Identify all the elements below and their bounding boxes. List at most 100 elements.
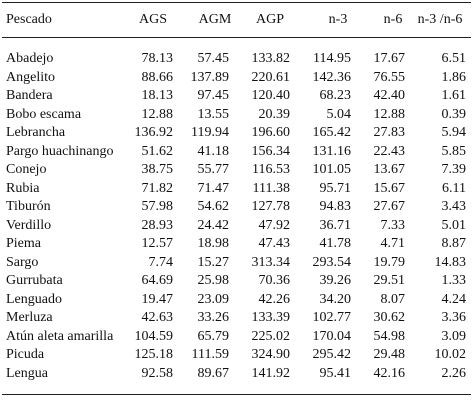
value-cell: 14.83: [434, 254, 467, 270]
value-cell: 8.87: [441, 236, 467, 251]
column-header: AGM: [198, 12, 232, 27]
value-cell: 95.71: [319, 180, 352, 196]
value-cell: 38.75: [141, 162, 174, 177]
top-rule: [2, 2, 471, 3]
value-cell: 4.24: [441, 291, 467, 307]
value-cell: 70.36: [258, 273, 291, 288]
value-cell: 29.48: [373, 347, 406, 362]
value-cell: 39.26: [319, 273, 352, 288]
value-cell: 54.98: [373, 328, 406, 344]
value-cell: 111.59: [191, 347, 229, 362]
value-cell: 6.11: [442, 180, 466, 196]
value-cell: 295.42: [312, 347, 352, 362]
column-header: n-3 /n-6: [417, 12, 463, 27]
value-cell: 27.67: [373, 199, 406, 214]
column-header: Pescado: [6, 12, 52, 27]
value-cell: 47.92: [258, 217, 291, 233]
fish-name: Pargo huachinango: [6, 143, 114, 159]
value-cell: 101.05: [312, 162, 352, 177]
value-cell: 133.82: [251, 51, 291, 66]
value-cell: 42.16: [373, 365, 406, 381]
value-cell: 131.16: [312, 143, 352, 159]
value-cell: 64.69: [141, 273, 174, 288]
value-cell: 1.61: [441, 88, 467, 103]
column-header: n-6: [383, 12, 403, 27]
value-cell: 119.94: [191, 125, 229, 140]
value-cell: 220.61: [251, 69, 291, 85]
column-header: n-3: [328, 12, 348, 27]
value-cell: 13.67: [373, 162, 406, 177]
value-cell: 51.62: [141, 143, 174, 159]
value-cell: 97.45: [197, 88, 230, 103]
value-cell: 324.90: [251, 347, 291, 362]
value-cell: 78.13: [141, 51, 174, 66]
value-cell: 293.54: [312, 254, 352, 270]
value-cell: 30.62: [373, 310, 406, 325]
value-cell: 22.43: [373, 143, 406, 159]
value-cell: 165.42: [312, 125, 352, 140]
value-cell: 13.55: [197, 106, 230, 122]
value-cell: 42.63: [141, 310, 174, 325]
value-cell: 29.51: [373, 273, 406, 288]
value-cell: 47.43: [258, 236, 291, 251]
value-cell: 6.51: [441, 51, 467, 66]
value-cell: 10.02: [434, 347, 467, 362]
value-cell: 5.85: [441, 143, 467, 159]
column-header: AGS: [138, 12, 167, 27]
fish-name: Atún aleta amarilla: [6, 328, 114, 344]
fish-name: Bobo escama: [6, 106, 82, 122]
value-cell: 137.89: [190, 69, 230, 85]
value-cell: 18.98: [197, 236, 230, 251]
value-cell: 24.42: [197, 217, 230, 233]
value-cell: 54.62: [197, 199, 230, 214]
value-cell: 76.55: [373, 69, 406, 85]
value-cell: 68.23: [319, 88, 352, 103]
fish-name: Gurrubata: [6, 273, 63, 288]
value-cell: 4.71: [380, 236, 406, 251]
value-cell: 104.59: [134, 328, 174, 344]
value-cell: 41.18: [197, 143, 230, 159]
value-cell: 3.09: [441, 328, 467, 344]
value-cell: 19.79: [373, 254, 406, 270]
header-rule: [2, 37, 471, 38]
value-cell: 55.77: [197, 162, 230, 177]
fish-name: Merluza: [6, 310, 53, 325]
value-cell: 127.78: [251, 199, 291, 214]
value-cell: 25.98: [197, 273, 230, 288]
column-header: AGP: [255, 12, 284, 27]
value-cell: 7.33: [380, 217, 406, 233]
value-cell: 92.58: [141, 365, 174, 381]
value-cell: 120.40: [251, 88, 291, 103]
fish-name: Picuda: [6, 347, 45, 362]
value-cell: 8.07: [380, 291, 406, 307]
fish-name: Conejo: [6, 162, 47, 177]
value-cell: 17.67: [373, 51, 406, 66]
value-cell: 111.38: [252, 180, 290, 196]
fish-name: Rubia: [6, 180, 40, 196]
fish-name: Lenguado: [6, 291, 62, 307]
value-cell: 57.45: [197, 51, 230, 66]
value-cell: 28.93: [141, 217, 174, 233]
value-cell: 12.88: [141, 106, 174, 122]
value-cell: 27.83: [373, 125, 406, 140]
value-cell: 1.86: [441, 69, 467, 85]
value-cell: 5.94: [441, 125, 467, 140]
value-cell: 71.82: [141, 180, 174, 196]
value-cell: 2.26: [441, 365, 467, 381]
fish-name: Lengua: [6, 365, 48, 381]
fish-name: Angelito: [6, 69, 55, 85]
bottom-rule: [2, 394, 471, 395]
value-cell: 18.13: [141, 88, 174, 103]
fish-name: Bandera: [6, 88, 53, 103]
value-cell: 156.34: [251, 143, 291, 159]
value-cell: 42.40: [373, 88, 406, 103]
value-cell: 33.26: [197, 310, 230, 325]
value-cell: 12.57: [141, 236, 174, 251]
value-cell: 3.36: [441, 310, 467, 325]
fish-name: Piema: [6, 236, 41, 251]
value-cell: 125.18: [134, 347, 174, 362]
fish-name: Tiburón: [6, 199, 51, 214]
value-cell: 65.79: [197, 328, 230, 344]
value-cell: 225.02: [251, 328, 291, 344]
